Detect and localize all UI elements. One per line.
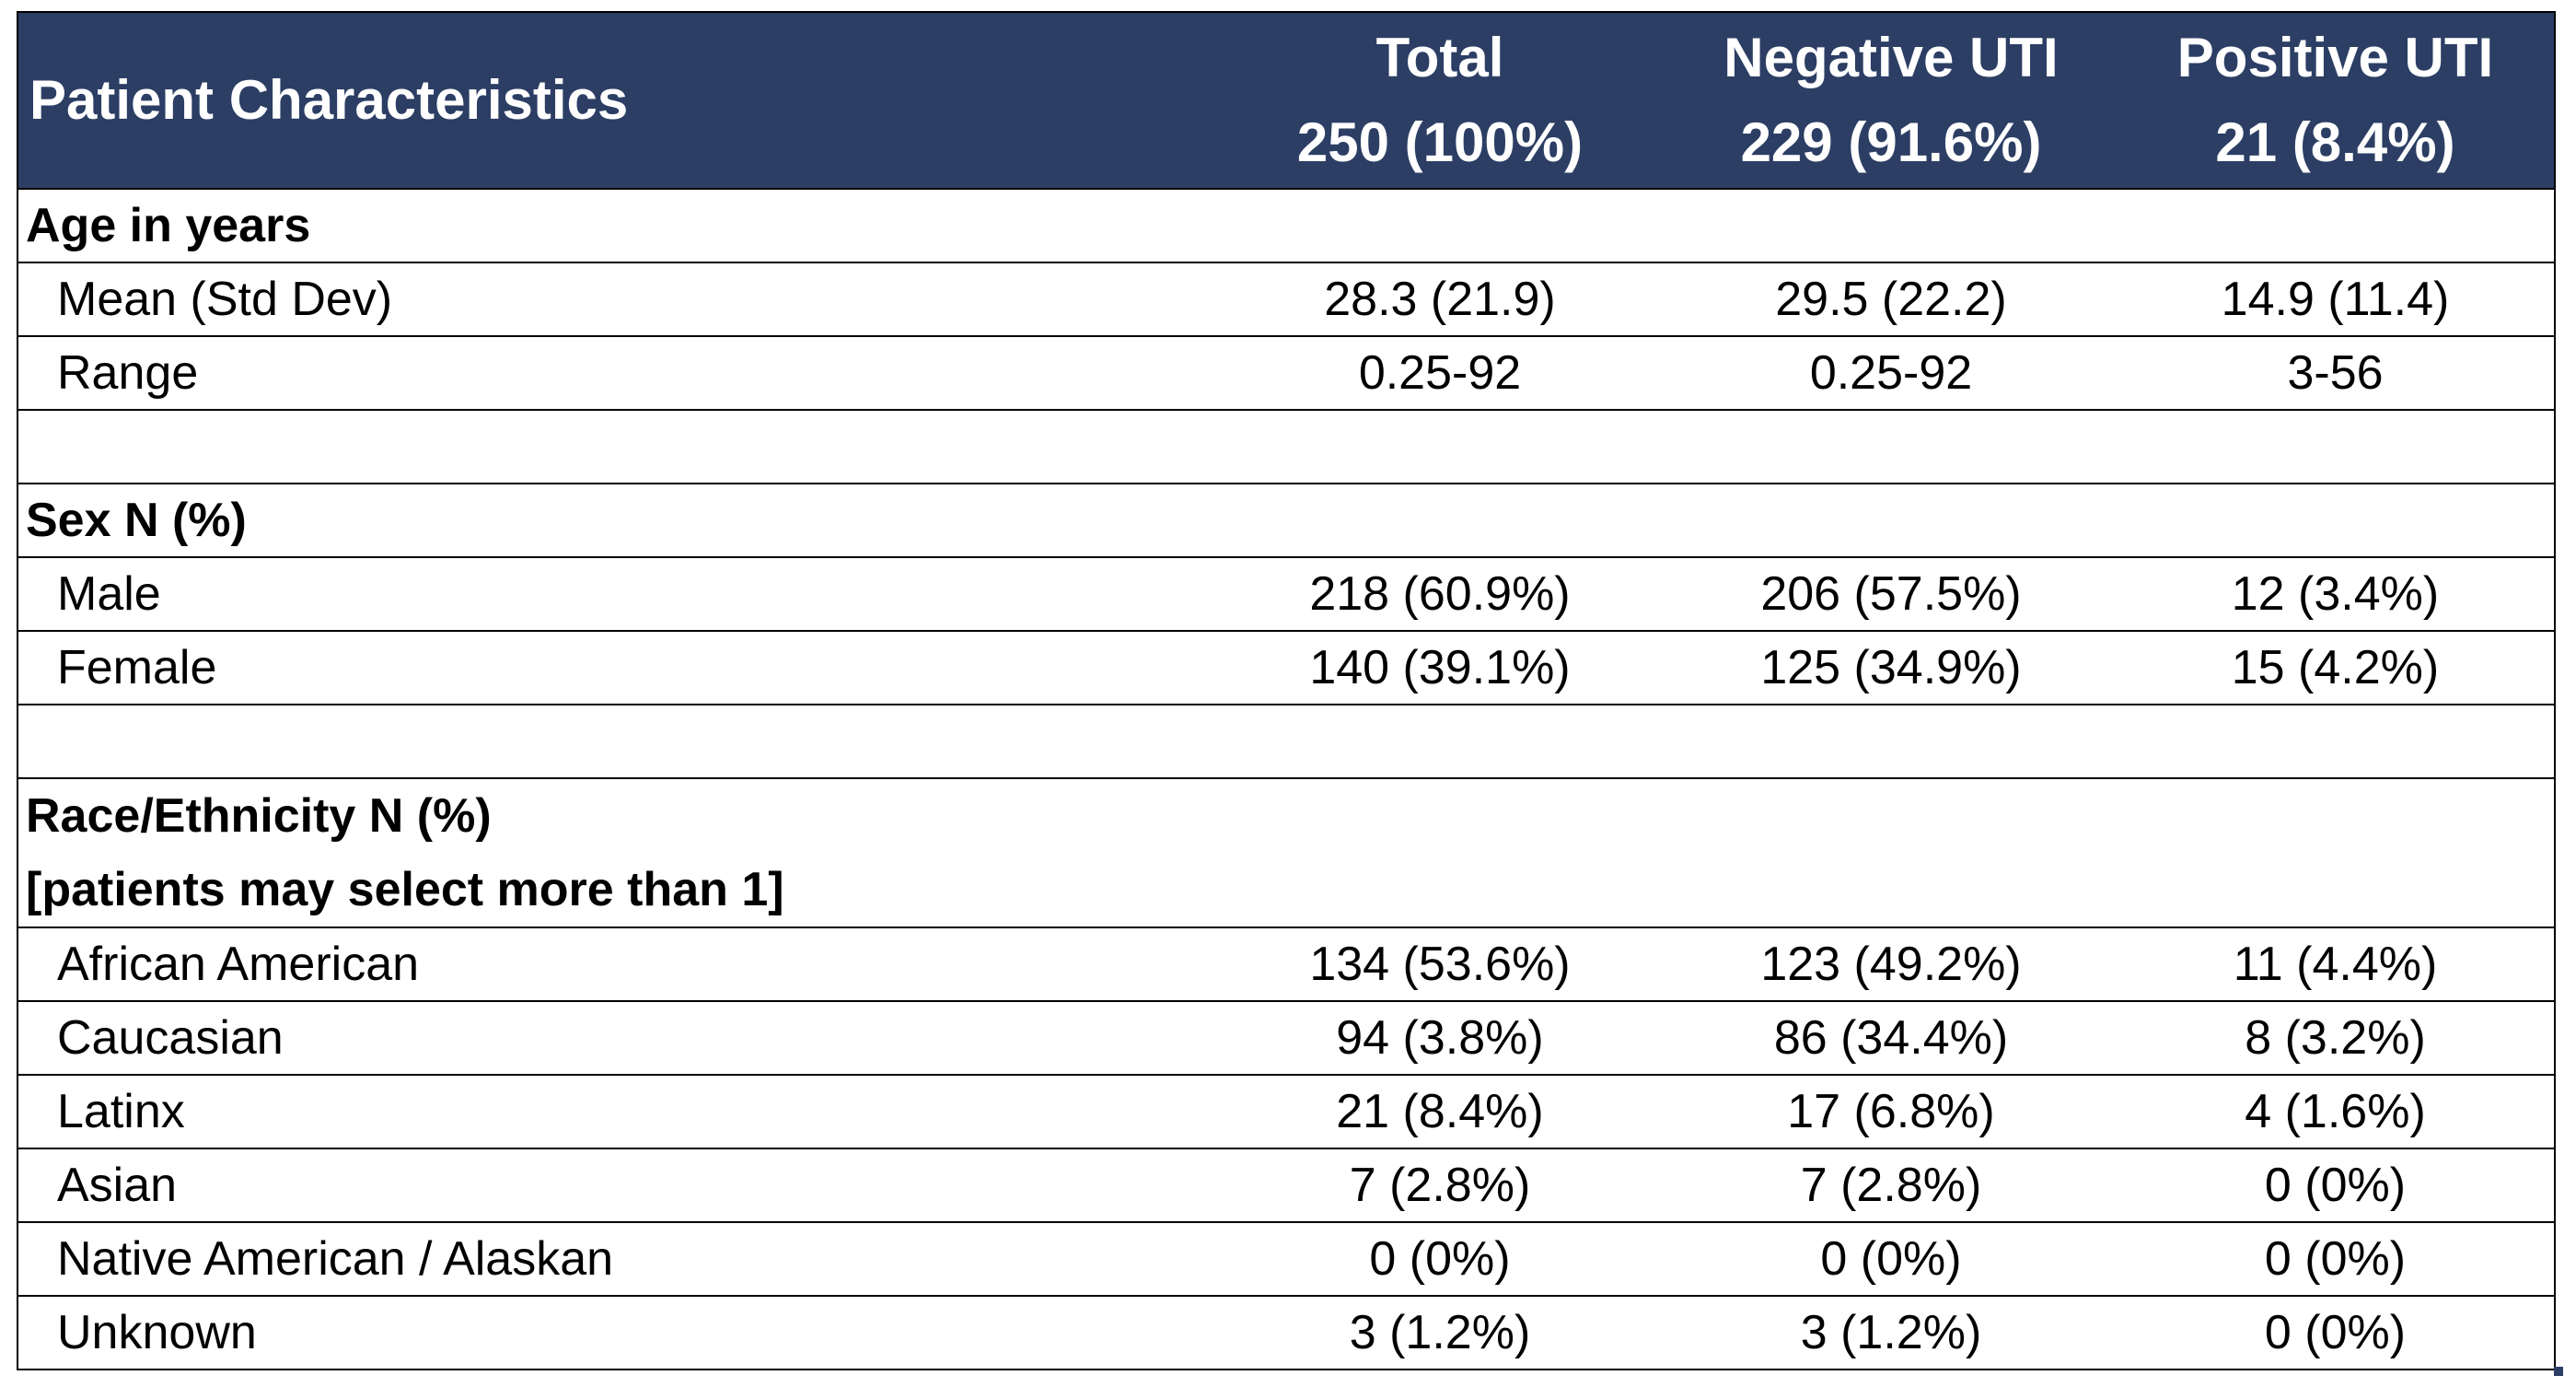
table-body: Age in years Mean (Std Dev) 28.3 (21.9) … (17, 188, 2556, 1370)
header-total-count: 250 (100%) (1296, 111, 1584, 173)
section-sex-title: Sex N (%) (17, 483, 1214, 558)
cell-total: 0 (0%) (1214, 1221, 1665, 1297)
table-row: Latinx 21 (8.4%) 17 (6.8%) 4 (1.6%) (17, 1074, 2556, 1149)
header-characteristics: Patient Characteristics (17, 11, 1214, 190)
cell-total: 0.25-92 (1214, 335, 1665, 411)
row-label: Unknown (17, 1295, 1214, 1370)
header-negative-uti: Negative UTI 229 (91.6%) (1665, 11, 2117, 190)
header-positive-count: 21 (8.4%) (2215, 111, 2455, 173)
cell-total: 94 (3.8%) (1214, 1000, 1665, 1076)
table-row: Female 140 (39.1%) 125 (34.9%) 15 (4.2%) (17, 630, 2556, 705)
row-label: Mean (Std Dev) (17, 262, 1214, 337)
cell-negative: 3 (1.2%) (1665, 1295, 2117, 1370)
resize-handle-mark (2554, 1367, 2563, 1376)
spacer-row (17, 409, 2556, 484)
section-race-row: Race/Ethnicity N (%) [patients may selec… (17, 777, 2556, 928)
row-label: Caucasian (17, 1000, 1214, 1076)
table-row: Caucasian 94 (3.8%) 86 (34.4%) 8 (3.2%) (17, 1000, 2556, 1076)
cell-total: 134 (53.6%) (1214, 927, 1665, 1002)
cell-negative: 0 (0%) (1665, 1221, 2117, 1297)
row-label: Latinx (17, 1074, 1214, 1149)
cell-total: 21 (8.4%) (1214, 1074, 1665, 1149)
cell-positive: 11 (4.4%) (2117, 927, 2556, 1002)
section-race-title-line2: [patients may select more than 1] (26, 863, 784, 916)
cell-total: 218 (60.9%) (1214, 556, 1665, 632)
cell-negative: 17 (6.8%) (1665, 1074, 2117, 1149)
spacer-row (17, 704, 2556, 779)
cell-negative: 29.5 (22.2) (1665, 262, 2117, 337)
cell-positive: 0 (0%) (2117, 1295, 2556, 1370)
row-label: Male (17, 556, 1214, 632)
cell-positive: 14.9 (11.4) (2117, 262, 2556, 337)
header-positive-uti: Positive UTI 21 (8.4%) (2117, 11, 2556, 190)
table-header: Patient Characteristics Total 250 (100%)… (17, 11, 2556, 190)
cell-positive: 15 (4.2%) (2117, 630, 2556, 705)
section-sex-row: Sex N (%) (17, 483, 2556, 558)
header-total-label: Total (1375, 27, 1504, 88)
row-label: Female (17, 630, 1214, 705)
header-negative-count: 229 (91.6%) (1740, 111, 2042, 173)
row-label: African American (17, 927, 1214, 1002)
cell-positive: 12 (3.4%) (2117, 556, 2556, 632)
cell-total: 3 (1.2%) (1214, 1295, 1665, 1370)
table-row: Unknown 3 (1.2%) 3 (1.2%) 0 (0%) (17, 1295, 2556, 1370)
table-row: Male 218 (60.9%) 206 (57.5%) 12 (3.4%) (17, 556, 2556, 632)
cell-negative: 7 (2.8%) (1665, 1148, 2117, 1223)
section-race-title: Race/Ethnicity N (%) [patients may selec… (17, 777, 1214, 928)
table-row: Mean (Std Dev) 28.3 (21.9) 29.5 (22.2) 1… (17, 262, 2556, 337)
cell-negative: 86 (34.4%) (1665, 1000, 2117, 1076)
section-age-row: Age in years (17, 188, 2556, 263)
header-positive-label: Positive UTI (2176, 27, 2494, 88)
cell-negative: 206 (57.5%) (1665, 556, 2117, 632)
cell-negative: 0.25-92 (1665, 335, 2117, 411)
header-row: Patient Characteristics Total 250 (100%)… (17, 11, 2556, 190)
table-row: Asian 7 (2.8%) 7 (2.8%) 0 (0%) (17, 1148, 2556, 1223)
table-row: African American 134 (53.6%) 123 (49.2%)… (17, 927, 2556, 1002)
cell-total: 28.3 (21.9) (1214, 262, 1665, 337)
patient-characteristics-table: Patient Characteristics Total 250 (100%)… (17, 11, 2556, 1370)
cell-positive: 0 (0%) (2117, 1221, 2556, 1297)
cell-negative: 125 (34.9%) (1665, 630, 2117, 705)
cell-positive: 3-56 (2117, 335, 2556, 411)
header-total: Total 250 (100%) (1214, 11, 1665, 190)
section-age-title: Age in years (17, 188, 1214, 263)
cell-positive: 8 (3.2%) (2117, 1000, 2556, 1076)
row-label: Native American / Alaskan (17, 1221, 1214, 1297)
header-characteristics-label: Patient Characteristics (29, 69, 629, 131)
table-row: Native American / Alaskan 0 (0%) 0 (0%) … (17, 1221, 2556, 1297)
row-label: Range (17, 335, 1214, 411)
cell-negative: 123 (49.2%) (1665, 927, 2117, 1002)
cell-positive: 4 (1.6%) (2117, 1074, 2556, 1149)
cell-total: 7 (2.8%) (1214, 1148, 1665, 1223)
row-label: Asian (17, 1148, 1214, 1223)
cell-positive: 0 (0%) (2117, 1148, 2556, 1223)
header-negative-label: Negative UTI (1723, 27, 2059, 88)
cell-total: 140 (39.1%) (1214, 630, 1665, 705)
patient-characteristics-table-wrapper: Patient Characteristics Total 250 (100%)… (17, 11, 2556, 1370)
section-race-title-line1: Race/Ethnicity N (%) (26, 789, 492, 843)
table-row: Range 0.25-92 0.25-92 3-56 (17, 335, 2556, 411)
